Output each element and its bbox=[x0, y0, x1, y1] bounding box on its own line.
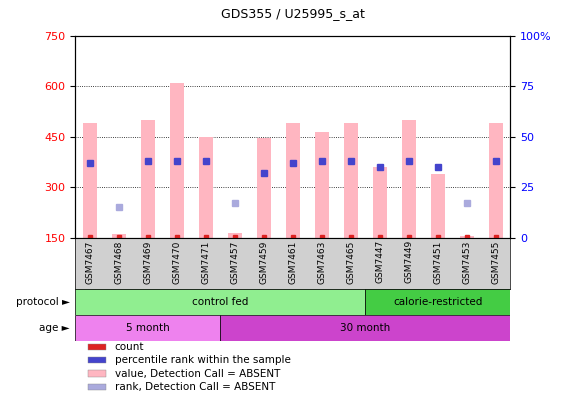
Bar bbox=[220, 315, 510, 341]
Text: GSM7455: GSM7455 bbox=[491, 240, 501, 284]
Text: percentile rank within the sample: percentile rank within the sample bbox=[115, 355, 291, 365]
Bar bbox=[343, 123, 358, 238]
Bar bbox=[83, 123, 97, 238]
Text: protocol ►: protocol ► bbox=[16, 297, 70, 307]
Bar bbox=[372, 167, 387, 238]
Bar bbox=[285, 123, 300, 238]
Bar bbox=[140, 120, 155, 238]
Text: GDS355 / U25995_s_at: GDS355 / U25995_s_at bbox=[221, 7, 365, 20]
Bar bbox=[88, 357, 106, 363]
Text: GSM7468: GSM7468 bbox=[114, 240, 124, 284]
Bar bbox=[401, 120, 416, 238]
Text: GSM7451: GSM7451 bbox=[433, 240, 443, 284]
Bar bbox=[227, 232, 242, 238]
Bar bbox=[169, 83, 184, 238]
Bar bbox=[88, 384, 106, 390]
Bar bbox=[88, 370, 106, 377]
Bar bbox=[111, 234, 126, 238]
Text: rank, Detection Call = ABSENT: rank, Detection Call = ABSENT bbox=[115, 382, 275, 392]
Text: value, Detection Call = ABSENT: value, Detection Call = ABSENT bbox=[115, 369, 280, 379]
Text: GSM7457: GSM7457 bbox=[230, 240, 240, 284]
Text: GSM7465: GSM7465 bbox=[346, 240, 356, 284]
Bar bbox=[198, 137, 213, 238]
Bar bbox=[314, 131, 329, 238]
Text: GSM7449: GSM7449 bbox=[404, 240, 414, 284]
Text: GSM7471: GSM7471 bbox=[201, 240, 211, 284]
Bar bbox=[88, 344, 106, 350]
Bar bbox=[256, 138, 271, 238]
Text: age ►: age ► bbox=[39, 323, 70, 333]
Text: GSM7447: GSM7447 bbox=[375, 240, 385, 284]
Bar bbox=[488, 123, 503, 238]
Bar bbox=[459, 236, 474, 238]
Text: GSM7461: GSM7461 bbox=[288, 240, 298, 284]
Text: GSM7463: GSM7463 bbox=[317, 240, 327, 284]
Text: GSM7469: GSM7469 bbox=[143, 240, 153, 284]
Bar bbox=[75, 315, 220, 341]
Text: GSM7467: GSM7467 bbox=[85, 240, 95, 284]
Text: GSM7453: GSM7453 bbox=[462, 240, 472, 284]
Text: count: count bbox=[115, 342, 144, 352]
Text: control fed: control fed bbox=[192, 297, 249, 307]
Bar bbox=[430, 173, 445, 238]
Text: 30 month: 30 month bbox=[340, 323, 390, 333]
Bar bbox=[75, 289, 365, 315]
Bar bbox=[365, 289, 510, 315]
Text: 5 month: 5 month bbox=[126, 323, 170, 333]
Text: calorie-restricted: calorie-restricted bbox=[393, 297, 483, 307]
Text: GSM7470: GSM7470 bbox=[172, 240, 182, 284]
Text: GSM7459: GSM7459 bbox=[259, 240, 269, 284]
